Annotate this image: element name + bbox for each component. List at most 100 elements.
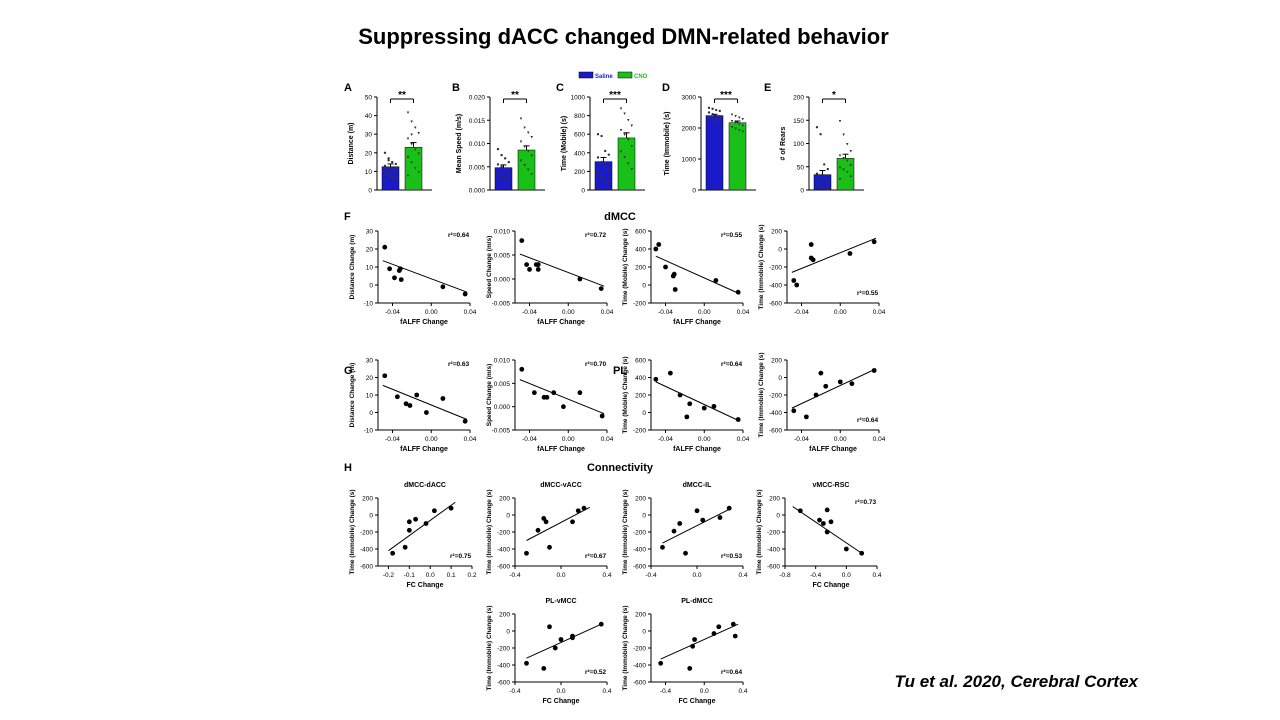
r-squared-label: r²=0.52 [585,669,607,676]
regression-line [791,237,877,273]
data-point [596,156,600,159]
data-point: ▾ [520,139,523,145]
x-tick-label: 0.04 [601,436,614,443]
data-point: ▾ [418,169,421,175]
data-point [561,404,566,410]
data-point [687,401,693,407]
data-point [826,167,829,171]
data-point [570,635,575,641]
significance-marker: *** [609,90,621,101]
data-point [828,519,834,525]
data-point: ▾ [839,165,842,171]
regression-line [382,384,468,420]
y-tick-label: -400 [769,283,782,290]
data-point [382,373,388,379]
legend-label-cno: CNO [634,74,648,80]
data-point [500,153,503,157]
data-point [575,508,581,514]
significance-marker: *** [720,90,732,101]
data-point: ▾ [842,167,845,173]
y-tick-label: -0.005 [492,428,511,435]
y-tick-label: 30 [366,358,374,365]
subplot-title: vMCC-RSC [813,482,850,489]
y-tick-label: -400 [633,663,646,670]
slide-title: Suppressing dACC changed DMN-related beh… [358,24,889,49]
x-tick-label: 0.04 [464,309,477,316]
y-tick-label: 20 [365,150,373,157]
data-point [387,157,390,160]
data-point [392,275,397,281]
y-tick-label: 200 [635,265,646,272]
data-point [823,383,829,389]
r-squared-label: r²=0.55 [721,232,743,239]
y-tick-label: -600 [497,564,510,571]
data-point [815,172,819,175]
y-tick-label: -200 [633,646,646,653]
subplot-title: PL-dMCC [681,598,713,605]
data-point: ▾ [738,121,741,127]
data-point: ▾ [742,117,745,123]
data-point [402,544,408,550]
r-squared-label: r²=0.73 [855,499,877,506]
data-point [598,286,604,291]
data-point [726,505,732,511]
data-point: ▾ [850,174,853,180]
data-point [711,107,714,110]
data-point [432,508,437,514]
data-point: ▾ [410,119,413,125]
data-point [715,108,718,112]
data-point: ▾ [738,115,741,121]
y-tick-label: -600 [497,680,510,687]
y-tick-label: 200 [362,496,373,503]
legend-label-saline: Saline [595,74,613,80]
y-tick-label: -600 [769,301,782,308]
data-point [440,396,446,401]
x-tick-label: 0.4 [602,688,611,695]
y-tick-label: -200 [769,393,782,400]
data-point: ▾ [846,142,849,148]
x-tick-label: 0.4 [872,572,881,579]
legend-swatch-saline [578,71,594,79]
regression-line [655,255,741,295]
y-tick-label: 400 [635,375,646,382]
data-point [843,546,849,552]
y-tick-label: 0 [369,410,373,417]
data-point: ▾ [731,112,734,118]
y-axis-label: Time (Immobile) Change (s) [622,489,629,574]
y-tick-label: -10 [364,428,374,435]
data-point [423,521,429,526]
significance-marker: ** [511,90,519,101]
y-tick-label: 0 [642,283,646,290]
x-tick-label: -0.04 [658,309,673,316]
x-axis-label: FC Change [679,698,716,705]
significance-marker: * [832,90,836,101]
panel-label-B: B [452,82,460,94]
data-point [507,179,510,182]
data-point: ▾ [418,151,421,157]
data-point [500,165,503,168]
y-tick-label: -400 [633,547,646,554]
data-point [653,246,659,252]
panel-label-A: A [344,82,352,94]
y-tick-label: 30 [366,229,374,236]
x-tick-label: 0.0 [700,688,709,695]
data-point [656,242,662,247]
x-axis-label: fALFF Change [537,319,585,326]
y-tick-label: 0.020 [469,95,486,102]
data-point [541,666,547,671]
y-tick-label: -200 [360,530,373,537]
data-point: ▾ [531,172,534,178]
data-point [826,181,829,185]
y-tick-label: 0.005 [494,253,511,260]
data-point [667,370,673,376]
y-axis-label: Time (Immobile) (s) [664,111,671,175]
data-point [711,117,714,120]
regression-line [382,260,468,293]
data-point [694,508,700,514]
y-tick-label: 2000 [682,126,697,133]
data-point: ▾ [410,142,413,148]
x-tick-label: 0.04 [737,436,750,443]
panel-label-E: E [764,82,771,94]
data-point [394,177,397,181]
data-point [818,370,824,376]
